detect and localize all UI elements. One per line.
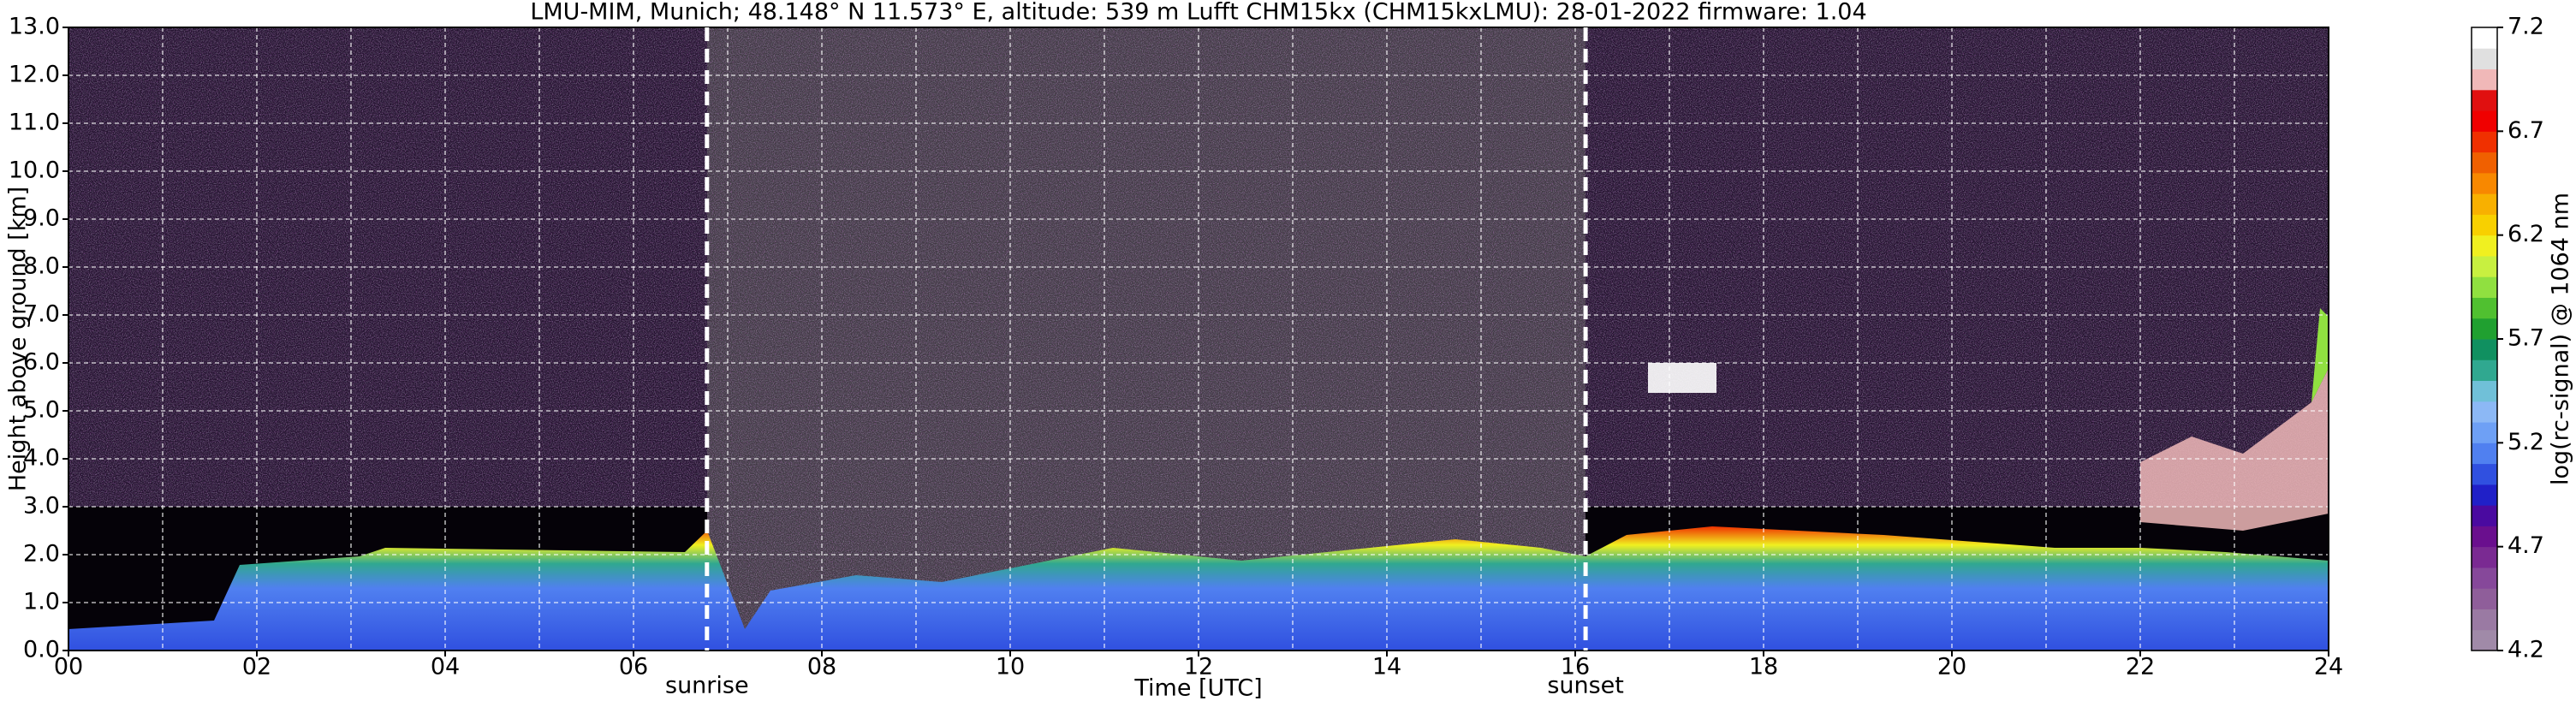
y-tick-label: 3.0 <box>23 493 60 520</box>
colorbar-segment <box>2472 339 2497 360</box>
colorbar-segment <box>2472 297 2497 319</box>
colorbar-segment <box>2472 235 2497 257</box>
boundary-layer <box>68 526 2329 651</box>
cloud-patch <box>1648 363 1716 393</box>
colorbar-segment <box>2472 172 2497 194</box>
colorbar-segment <box>2472 505 2497 526</box>
colorbar-segment <box>2472 318 2497 340</box>
colorbar-segment <box>2472 131 2497 153</box>
colorbar-segment <box>2472 68 2497 91</box>
colorbar-segment <box>2472 463 2497 485</box>
y-tick-label: 0.0 <box>23 637 60 663</box>
x-tick-label: 14 <box>1372 654 1401 680</box>
colorbar-tick-label: 4.7 <box>2508 532 2544 559</box>
colorbar-segment <box>2472 609 2497 631</box>
colorbar-segment <box>2472 526 2497 548</box>
colorbar-segment <box>2472 546 2497 568</box>
colorbar-segment <box>2472 27 2497 49</box>
y-axis-label: Height above ground [km] <box>5 187 32 491</box>
y-tick-label: 4.0 <box>23 445 60 472</box>
x-tick-label: 08 <box>807 654 836 680</box>
y-tick-label: 11.0 <box>9 110 60 136</box>
y-tick-label: 5.0 <box>23 397 60 424</box>
y-tick-label: 6.0 <box>23 349 60 376</box>
y-tick-label: 1.0 <box>23 589 60 615</box>
colorbar-segment <box>2472 588 2497 609</box>
x-tick-label: 12 <box>1184 654 1213 680</box>
y-tick-label: 2.0 <box>23 541 60 567</box>
y-tick-label: 13.0 <box>9 14 60 40</box>
colorbar-label: log(rc-signal) @ 1064 nm <box>2548 193 2574 485</box>
x-tick-label: 20 <box>1937 654 1966 680</box>
colorbar-tick-label: 5.2 <box>2508 429 2544 455</box>
colorbar-tick-label: 4.2 <box>2508 637 2544 663</box>
colorbar-segment <box>2472 443 2497 465</box>
annotation-label: sunrise <box>665 673 749 699</box>
colorbar-segment <box>2472 401 2497 423</box>
colorbar-segment <box>2472 89 2497 111</box>
colorbar-tick-label: 7.2 <box>2508 14 2544 40</box>
x-axis-label: Time [UTC] <box>1133 675 1262 702</box>
x-tick-label: 02 <box>242 654 271 680</box>
colorbar-tick-label: 6.7 <box>2508 117 2544 144</box>
colorbar-segment <box>2472 193 2497 215</box>
colorbar-segment <box>2472 380 2497 402</box>
colorbar-segment <box>2472 110 2497 132</box>
grid <box>68 27 2329 651</box>
y-tick-label: 12.0 <box>9 62 60 88</box>
colorbar-segment <box>2472 214 2497 236</box>
cloud-top <box>2311 308 2329 402</box>
y-tick-label: 10.0 <box>9 157 60 184</box>
colorbar-segment <box>2472 152 2497 174</box>
colorbar-segment <box>2472 567 2497 589</box>
x-tick-label: 22 <box>2126 654 2155 680</box>
colorbar-segment <box>2472 629 2497 651</box>
colorbar-segment <box>2472 255 2497 277</box>
x-tick-label: 06 <box>619 654 648 680</box>
y-tick-label: 7.0 <box>23 301 60 328</box>
cloud-layer <box>2140 368 2329 531</box>
colorbar-segment <box>2472 484 2497 506</box>
colorbar-segment <box>2472 48 2497 70</box>
y-tick-label: 8.0 <box>23 253 60 280</box>
x-tick-label: 10 <box>996 654 1025 680</box>
x-tick-label: 16 <box>1561 654 1590 680</box>
colorbar-segment <box>2472 276 2497 298</box>
annotation-label: sunset <box>1547 673 1624 699</box>
y-tick-label: 9.0 <box>23 205 60 232</box>
x-tick-label: 18 <box>1749 654 1778 680</box>
colorbar-tick-label: 5.7 <box>2508 325 2544 352</box>
colorbar-segment <box>2472 359 2497 382</box>
colorbar-tick-label: 6.2 <box>2508 221 2544 247</box>
x-tick-label: 00 <box>54 654 83 680</box>
colorbar-segment <box>2472 422 2497 443</box>
chart-title: LMU-MIM, Munich; 48.148° N 11.573° E, al… <box>530 0 1866 26</box>
x-tick-label: 04 <box>431 654 460 680</box>
x-tick-label: 24 <box>2314 654 2343 680</box>
